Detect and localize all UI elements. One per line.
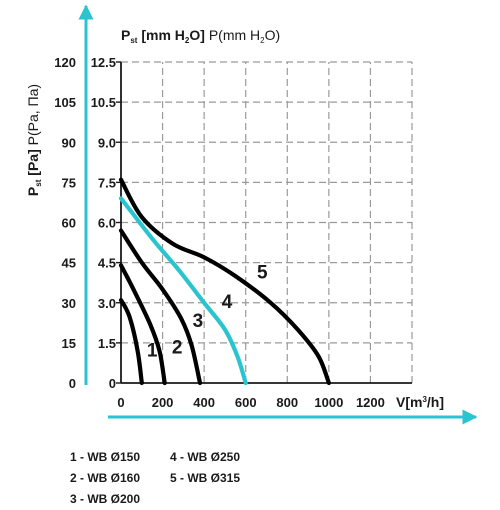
y-tick-label-mm-6: 9.0 [98, 135, 116, 150]
legend-item: 1 - WB Ø150 [70, 450, 141, 464]
y-tick-label-mm-1: 1.5 [98, 336, 116, 351]
y-tick-label-mm-5: 7.5 [98, 175, 116, 190]
x-tick-label-0: 0 [117, 395, 124, 410]
y-axis-title-left: Pst [Pa] P(Pa, Па) [25, 84, 43, 196]
x-tick-label-1: 200 [152, 395, 174, 410]
curve-label-4: 4 [222, 292, 233, 313]
y-tick-label-mm-3: 4.5 [98, 256, 116, 271]
y-tick-label-pa-6: 90 [62, 135, 76, 150]
svg-text:Pst [mm H2O] P(mm H2O): Pst [mm H2O] P(mm H2O) [121, 27, 280, 45]
x-tick-label-2: 400 [193, 395, 215, 410]
curve-5 [118, 177, 331, 386]
y-tick-label-pa-2: 30 [62, 296, 76, 311]
svg-text:Pst [Pa] P(Pa, Па): Pst [Pa] P(Pa, Па) [25, 84, 43, 196]
y-tick-label-mm-4: 6.0 [98, 216, 116, 231]
x-axis-title: V[m3/h] [396, 394, 444, 410]
curve-label-3: 3 [193, 311, 204, 332]
y-tick-label-pa-3: 45 [62, 256, 76, 271]
y-tick-label-mm-7: 10.5 [91, 95, 116, 110]
x-tick-label-3: 600 [235, 395, 257, 410]
curve-3 [118, 228, 203, 386]
curve-4 [118, 196, 248, 386]
y-tick-label-mm-2: 3.0 [98, 296, 116, 311]
y-tick-label-pa-1: 15 [62, 336, 76, 351]
curve-2 [118, 263, 167, 386]
curve-label-2: 2 [172, 338, 183, 359]
x-tick-label-6: 1200 [356, 395, 385, 410]
y-tick-label-pa-7: 105 [54, 95, 76, 110]
x-tick-label-4: 800 [276, 395, 298, 410]
y-tick-label-pa-0: 0 [69, 376, 76, 391]
grid [121, 61, 413, 383]
curve-label-1: 1 [147, 340, 158, 361]
axes [78, 4, 478, 425]
curve-1 [118, 298, 144, 386]
legend-item: 5 - WB Ø315 [170, 471, 241, 485]
legend-item: 4 - WB Ø250 [170, 450, 241, 464]
curve-labels: 1 234 5 [147, 263, 268, 362]
curve-label-5: 5 [257, 263, 268, 284]
y-tick-label-mm-0: 0 [109, 376, 116, 391]
y-tick-label-pa-4: 60 [62, 216, 76, 231]
svg-text:V[m3/h]: V[m3/h] [396, 394, 444, 410]
y-tick-label-pa-5: 75 [62, 175, 76, 190]
y-tick-label-pa-8: 120 [54, 55, 76, 70]
legend-item: 2 - WB Ø160 [70, 471, 141, 485]
y-axis-title-top: Pst [mm H2O] P(mm H2O) [121, 27, 280, 45]
series [118, 177, 331, 386]
x-tick-label-5: 1000 [314, 395, 343, 410]
y-tick-label-mm-8: 12.5 [91, 55, 116, 70]
